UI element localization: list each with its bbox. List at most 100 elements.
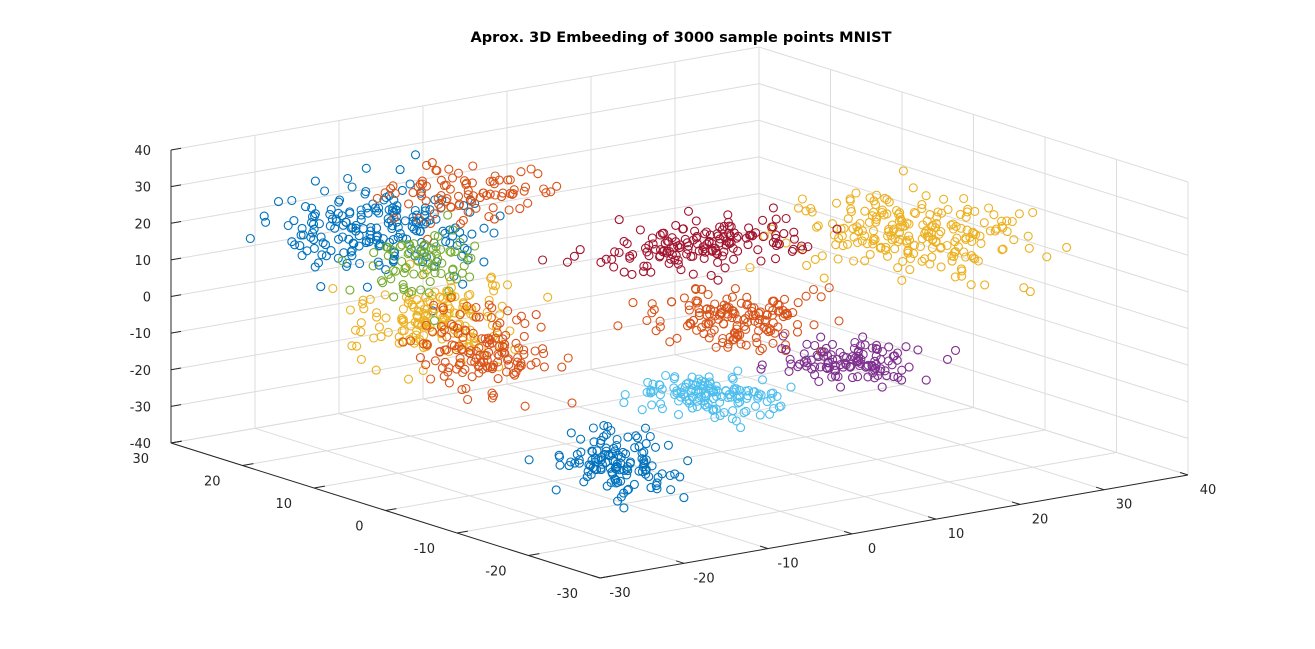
data-point (380, 290, 390, 300)
y-tick-label: -10 (414, 542, 435, 557)
data-point (383, 214, 393, 224)
data-point (361, 163, 371, 173)
data-point (703, 289, 713, 300)
data-point (670, 469, 680, 479)
data-point (418, 365, 428, 376)
data-point (736, 339, 746, 349)
data-point (613, 321, 623, 331)
data-point (628, 298, 638, 308)
grid-line-back-z (170, 119, 760, 224)
data-point (435, 346, 445, 357)
data-point (599, 421, 609, 431)
z-tick-mark (170, 184, 182, 188)
data-point (897, 216, 907, 226)
data-point (905, 265, 915, 275)
data-point (647, 233, 657, 243)
z-tick-label: 20 (134, 217, 151, 232)
data-point (444, 286, 454, 296)
data-point (733, 366, 743, 376)
data-point (661, 370, 671, 381)
grid-line-back-z (170, 193, 760, 297)
data-point (465, 272, 475, 282)
data-point (860, 231, 870, 241)
data-point (374, 203, 384, 213)
data-point (465, 325, 475, 335)
data-point (639, 261, 649, 271)
data-point (409, 269, 419, 279)
data-point (997, 216, 1007, 226)
data-point (427, 158, 437, 168)
z-tick-mark (170, 221, 182, 224)
data-point (394, 338, 404, 348)
data-point (307, 203, 317, 213)
data-point (302, 246, 312, 256)
data-point (516, 167, 526, 177)
data-point (453, 320, 463, 330)
data-point (461, 178, 472, 188)
data-point (749, 303, 759, 313)
data-point (485, 362, 496, 372)
data-point (400, 263, 410, 273)
data-point (671, 220, 681, 230)
data-point (493, 374, 503, 384)
data-point (417, 179, 428, 189)
data-point (692, 325, 702, 335)
data-point (309, 243, 319, 253)
data-point (356, 215, 366, 225)
data-point (677, 383, 687, 393)
data-point (452, 364, 462, 374)
data-point (990, 226, 1000, 236)
data-point (354, 241, 364, 251)
data-point (438, 226, 448, 236)
data-point (520, 318, 530, 329)
data-point (612, 461, 622, 471)
z-tick-mark (170, 367, 182, 371)
data-point (942, 354, 953, 364)
data-point (667, 297, 677, 307)
data-point (407, 300, 417, 310)
data-point (427, 307, 437, 317)
tick-labels: -30-20-10010203040-30-20-100102030-40-30… (130, 144, 1217, 602)
x-tick-mark (1179, 472, 1189, 476)
data-point (403, 249, 413, 259)
data-point (777, 344, 787, 354)
data-point (417, 176, 427, 186)
data-point (827, 372, 837, 382)
data-point (635, 225, 645, 235)
data-point (287, 237, 297, 247)
data-point (835, 382, 846, 392)
data-point (486, 313, 496, 323)
data-point (386, 184, 396, 194)
data-point (458, 339, 468, 349)
data-point (463, 190, 473, 200)
data-point (523, 198, 533, 208)
data-point (727, 305, 737, 315)
data-point (754, 308, 764, 318)
data-point (616, 492, 626, 502)
data-point (429, 209, 439, 219)
data-point (884, 342, 894, 352)
data-point (732, 321, 742, 331)
data-point (455, 309, 465, 320)
data-point (516, 358, 526, 368)
data-point (586, 470, 596, 480)
data-point (733, 398, 743, 408)
data-point (505, 175, 515, 185)
data-point (369, 333, 379, 343)
data-point (487, 303, 497, 313)
data-point (649, 305, 659, 315)
data-point (733, 246, 743, 256)
data-point (409, 224, 419, 234)
x-tick-label: -30 (609, 586, 630, 601)
grid-line-back-z (170, 266, 760, 371)
data-point (503, 355, 513, 365)
data-point (384, 205, 394, 215)
data-point (784, 366, 794, 376)
data-point (596, 257, 606, 267)
data-point (729, 254, 739, 264)
data-point (449, 341, 459, 351)
data-point (487, 280, 497, 290)
data-point (851, 188, 861, 198)
data-point (904, 231, 914, 241)
data-point (830, 371, 841, 381)
